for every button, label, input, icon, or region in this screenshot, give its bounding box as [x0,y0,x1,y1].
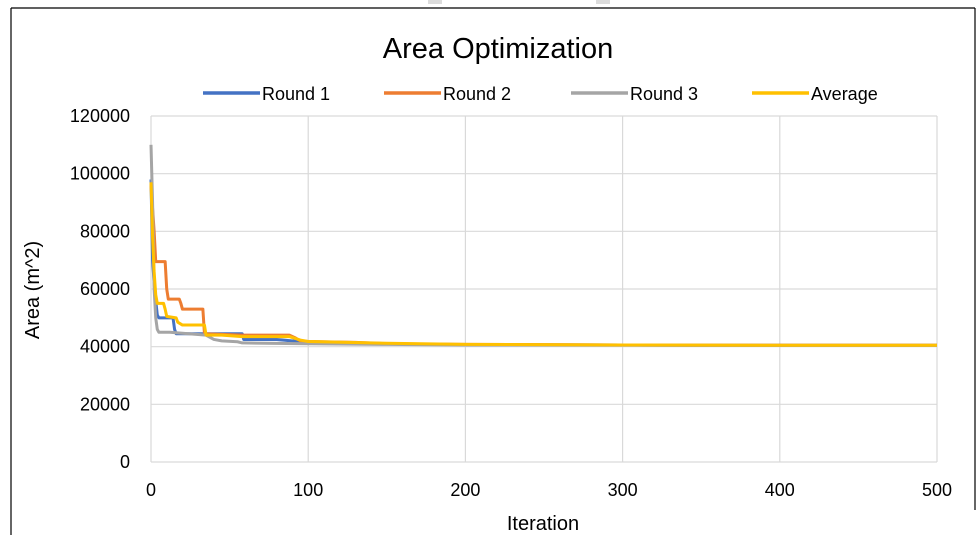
x-axis-title: Iteration [507,513,579,535]
series-line-average [149,182,937,347]
x-tick-label: 300 [608,480,638,500]
y-tick-label: 0 [120,452,130,472]
series-line-round-3 [149,144,937,348]
x-tick-label: 400 [765,480,795,500]
top-artifact-left [428,0,442,4]
x-tick-label: 0 [146,480,156,500]
top-artifact-right [596,0,610,4]
series-group [149,144,937,348]
y-tick-label: 120000 [70,106,130,126]
legend-label: Average [811,84,878,104]
x-tick-label: 200 [450,480,480,500]
y-tick-label: 40000 [80,337,130,357]
legend-group: Round 1 Round 2 Round 3 Average [203,84,878,104]
series-line-round-1 [149,179,937,347]
series-line-round-2 [149,185,937,347]
legend-label: Round 3 [630,84,698,104]
y-tick-group: 0 20000 40000 60000 80000 100000 120000 [70,106,130,472]
chart-title: Area Optimization [383,33,614,65]
x-tick-label: 100 [293,480,323,500]
x-tick-group: 0 100 200 300 400 500 [146,480,952,500]
y-tick-label: 20000 [80,394,130,414]
grid-group [150,115,938,463]
y-tick-label: 100000 [70,164,130,184]
y-axis-title: Area (m^2) [22,241,44,339]
legend-label: Round 1 [262,84,330,104]
x-tick-label: 500 [922,480,952,500]
y-tick-label: 60000 [80,279,130,299]
legend-label: Round 2 [443,84,511,104]
y-tick-label: 80000 [80,221,130,241]
